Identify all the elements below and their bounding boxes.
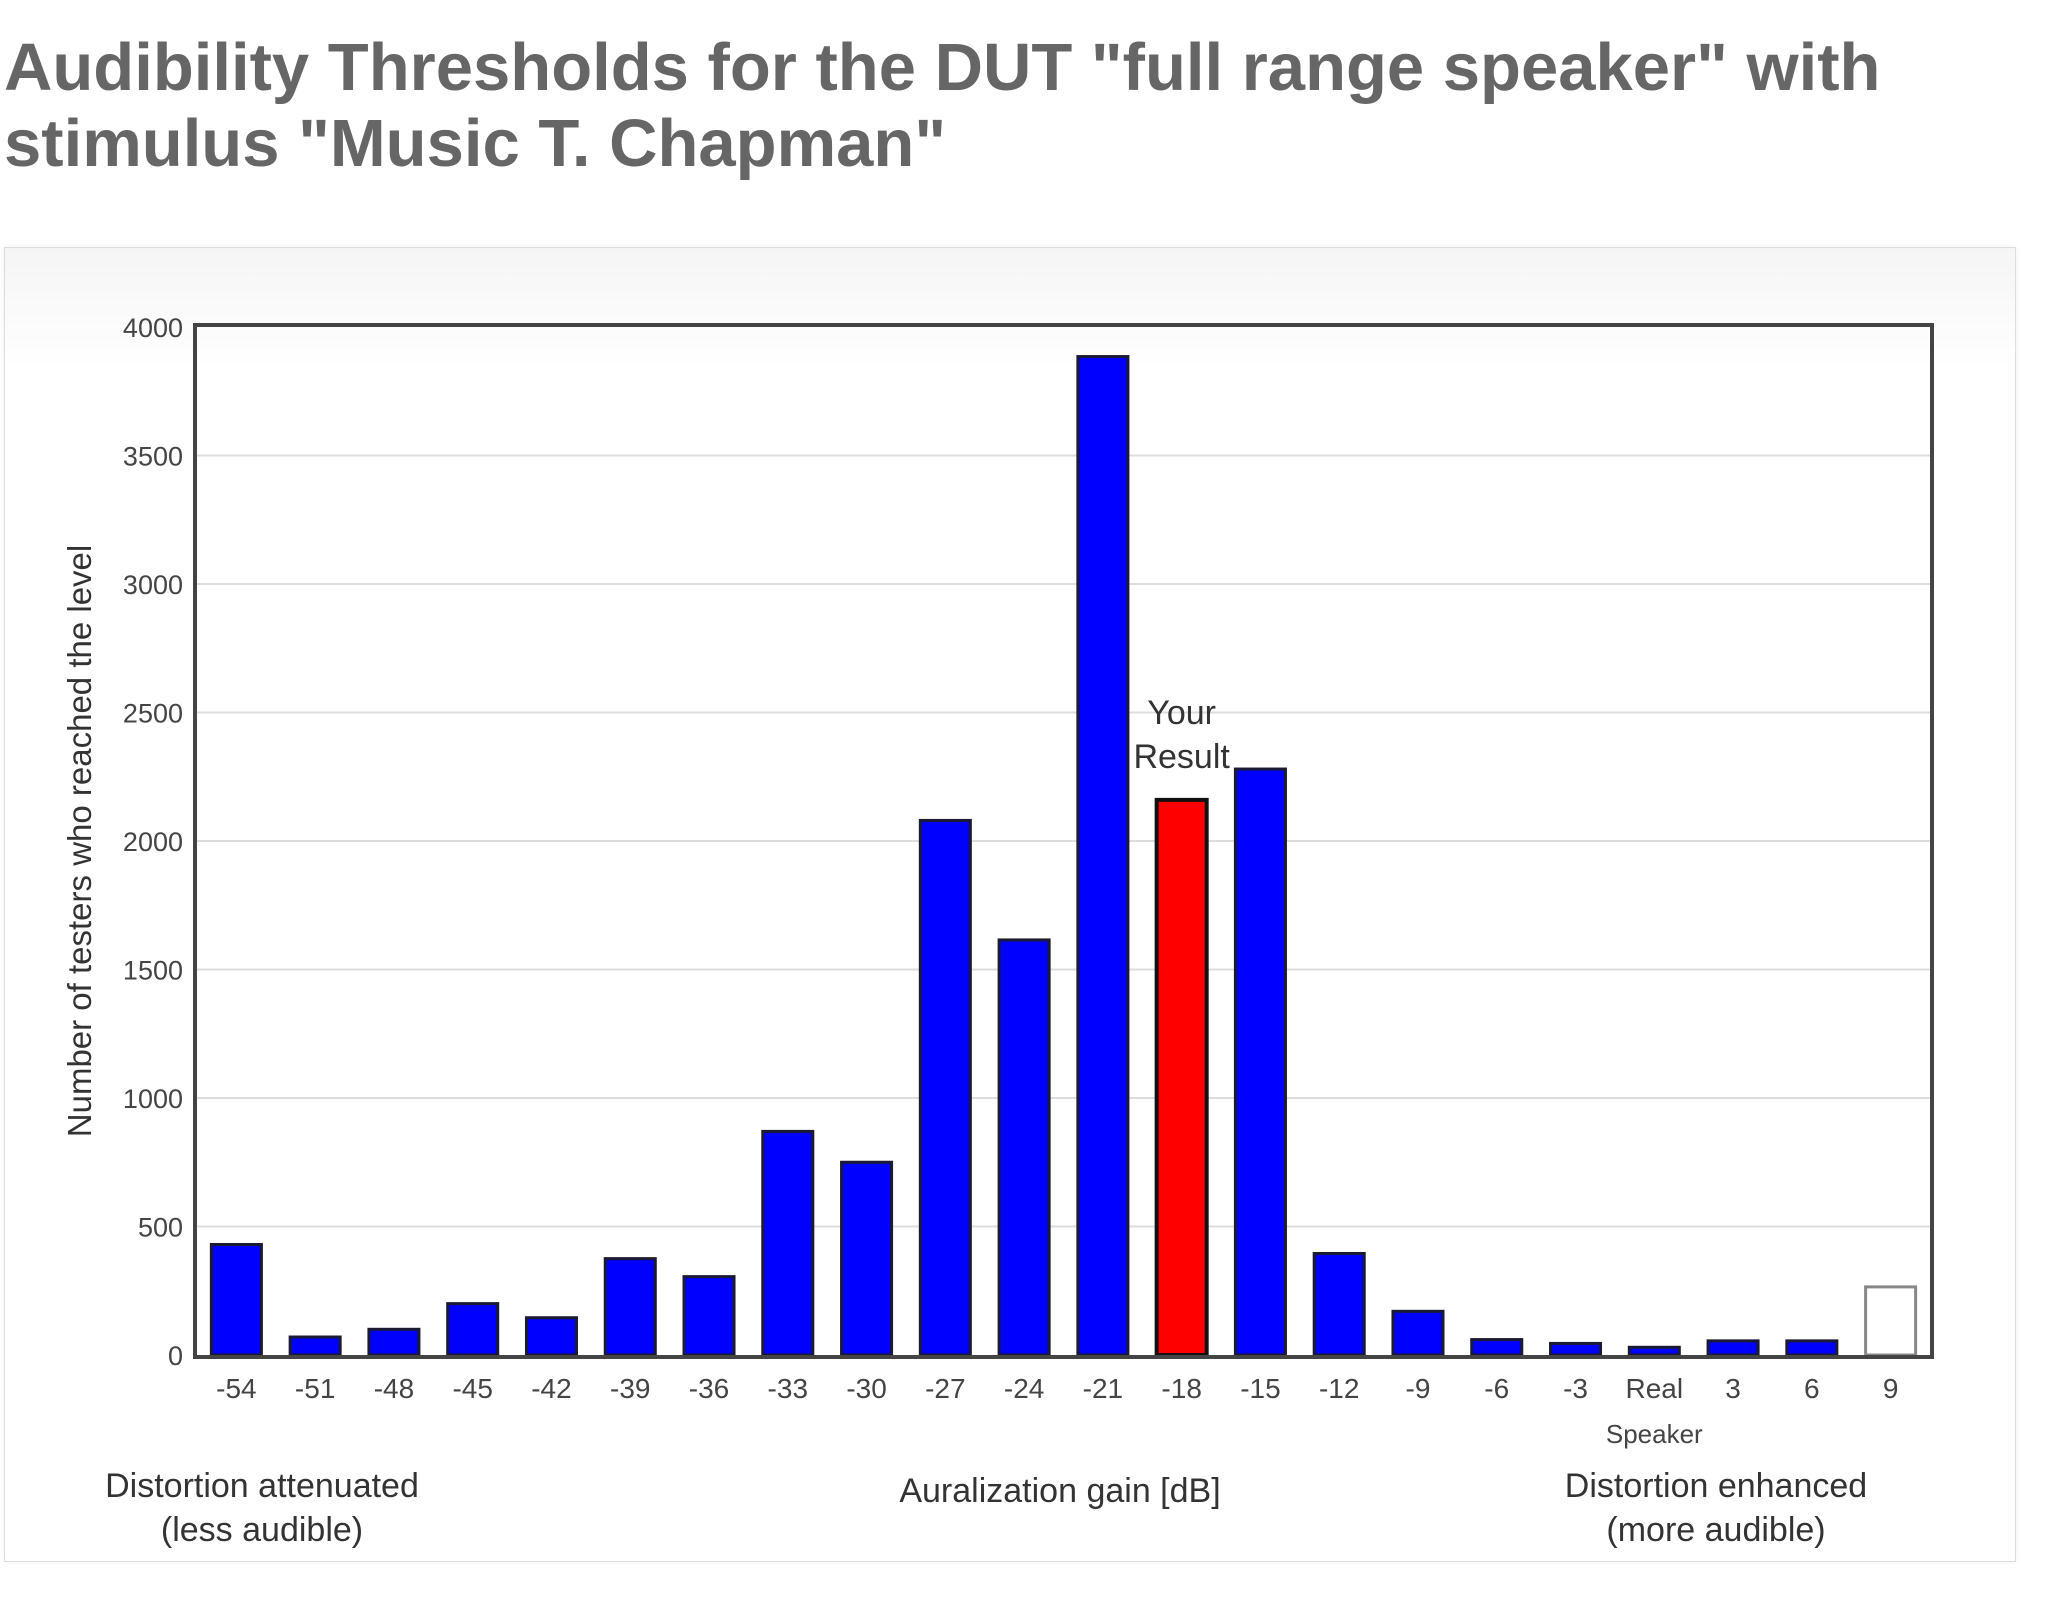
gridlines: [197, 454, 1930, 1228]
left-annotation: Distortion attenuated (less audible): [105, 1467, 419, 1549]
x-tick-label: -21: [1083, 1373, 1123, 1404]
x-axis-ticks: -54 -51 -48 -45 -42 -39 -36 -33 -30 -27 -24 -21 -18-…: [216, 1373, 1898, 1449]
bar: [1470, 1338, 1524, 1357]
x-tick-label: Real Speaker: [1606, 1373, 1703, 1449]
bar: [446, 1302, 500, 1357]
bar: [1627, 1345, 1681, 1357]
plot-frame: [193, 323, 1934, 1359]
bar: [1076, 355, 1130, 1357]
x-tick-label: -36: [689, 1373, 729, 1404]
y-tick-label: 4000: [123, 313, 183, 343]
bar: [603, 1257, 657, 1357]
bars: [209, 355, 1918, 1357]
x-tick-label: -15: [1240, 1373, 1280, 1404]
y-tick-label: 0: [168, 1341, 183, 1371]
bar: [682, 1275, 736, 1357]
bar: [524, 1316, 578, 1357]
x-tick-label: -48: [374, 1373, 414, 1404]
bar: [367, 1327, 421, 1357]
bar: [1233, 767, 1287, 1357]
y-tick-label: 3000: [123, 570, 183, 600]
bar: [1312, 1251, 1366, 1357]
x-tick-label: 9: [1883, 1373, 1899, 1404]
bar: [1785, 1339, 1839, 1357]
x-tick-label: -39: [610, 1373, 650, 1404]
x-tick-label: -3: [1563, 1373, 1588, 1404]
y-tick-label: 1000: [123, 1084, 183, 1114]
y-tick-label: 500: [138, 1213, 183, 1243]
y-tick-label: 3500: [123, 442, 183, 472]
x-tick-label: -30: [846, 1373, 886, 1404]
x-tick-label: -42: [531, 1373, 571, 1404]
x-tick-label: -6: [1484, 1373, 1509, 1404]
bar: [1706, 1339, 1760, 1357]
y-axis-title: Number of testers who reached the level: [61, 545, 98, 1137]
bar: [1391, 1309, 1445, 1357]
chart-panel: 0 500 1000 1500 2000 2500 3000 3500 4000 -54 -51 -…: [4, 247, 2016, 1562]
page-title: Audibility Thresholds for the DUT "full …: [4, 30, 1881, 181]
bar-empty: [1864, 1285, 1918, 1357]
x-tick-label: -18: [1161, 1373, 1201, 1404]
bar: [288, 1335, 342, 1357]
x-axis-title: Auralization gain [dB]: [899, 1472, 1220, 1510]
your-result-label: Your Result: [1133, 694, 1230, 776]
bar: [840, 1160, 894, 1357]
x-tick-label: -9: [1406, 1373, 1431, 1404]
y-tick-label: 1500: [123, 956, 183, 986]
x-tick-label: -51: [295, 1373, 335, 1404]
bar: [1549, 1341, 1603, 1357]
x-tick-label: -54: [216, 1373, 256, 1404]
x-tick-label: -24: [1004, 1373, 1044, 1404]
y-axis-ticks: 0 500 1000 1500 2000 2500 3000 3500 4000: [123, 313, 183, 1371]
x-tick-label: 6: [1804, 1373, 1820, 1404]
x-tick-label: -33: [768, 1373, 808, 1404]
x-tick-label: -27: [925, 1373, 965, 1404]
bar: [761, 1129, 815, 1357]
right-annotation: Distortion enhanced (more audible): [1565, 1467, 1867, 1549]
bar: [209, 1242, 263, 1357]
x-tick-label: -12: [1319, 1373, 1359, 1404]
x-tick-label: -45: [452, 1373, 492, 1404]
y-tick-label: 2500: [123, 699, 183, 729]
your-result-bar: [1154, 797, 1209, 1357]
bar: [918, 818, 972, 1357]
x-tick-label: 3: [1725, 1373, 1741, 1404]
bar-chart: 0 500 1000 1500 2000 2500 3000 3500 4000 -54 -51 -…: [61, 313, 1934, 1549]
y-tick-label: 2000: [123, 827, 183, 857]
bar: [997, 938, 1051, 1357]
